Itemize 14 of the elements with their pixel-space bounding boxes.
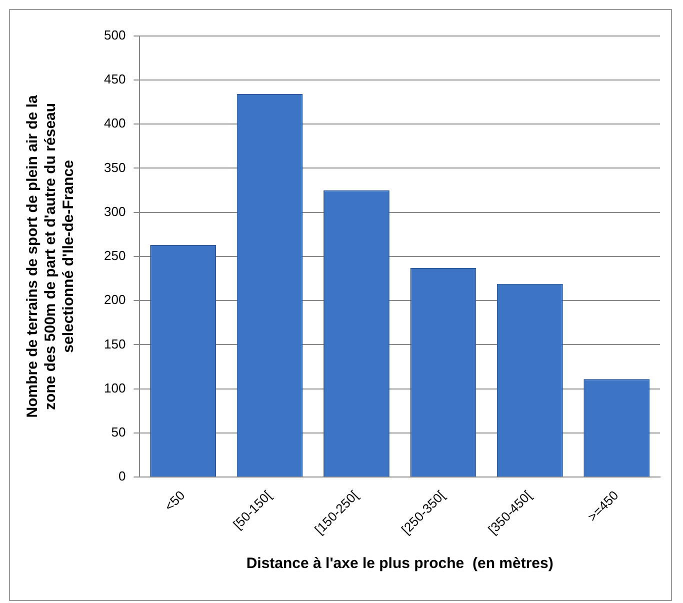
y-tick-label: 400 (104, 116, 126, 131)
y-tick-label: 450 (104, 72, 126, 87)
y-tick-label: 250 (104, 248, 126, 264)
y-axis-title: Nombre de terrains de sport de plein air de la zone des 500m de part et d'autre du réseau selectionné d'Ile-de-France (24, 94, 78, 418)
y-tick-label: 350 (104, 160, 126, 175)
y-tick-label: 50 (111, 424, 126, 440)
x-axis-title: Distance à l'axe le plus proche (en mètres) (246, 555, 554, 572)
y-tick-label: 300 (104, 204, 126, 219)
x-tick-label: <50 (161, 488, 188, 514)
y-tick-label: 0 (118, 468, 126, 484)
y-tick-label: 100 (104, 380, 126, 396)
y-tick-label: 200 (104, 292, 126, 308)
y-tick-label: 500 (104, 27, 126, 42)
y-tick-label: 150 (104, 336, 126, 352)
